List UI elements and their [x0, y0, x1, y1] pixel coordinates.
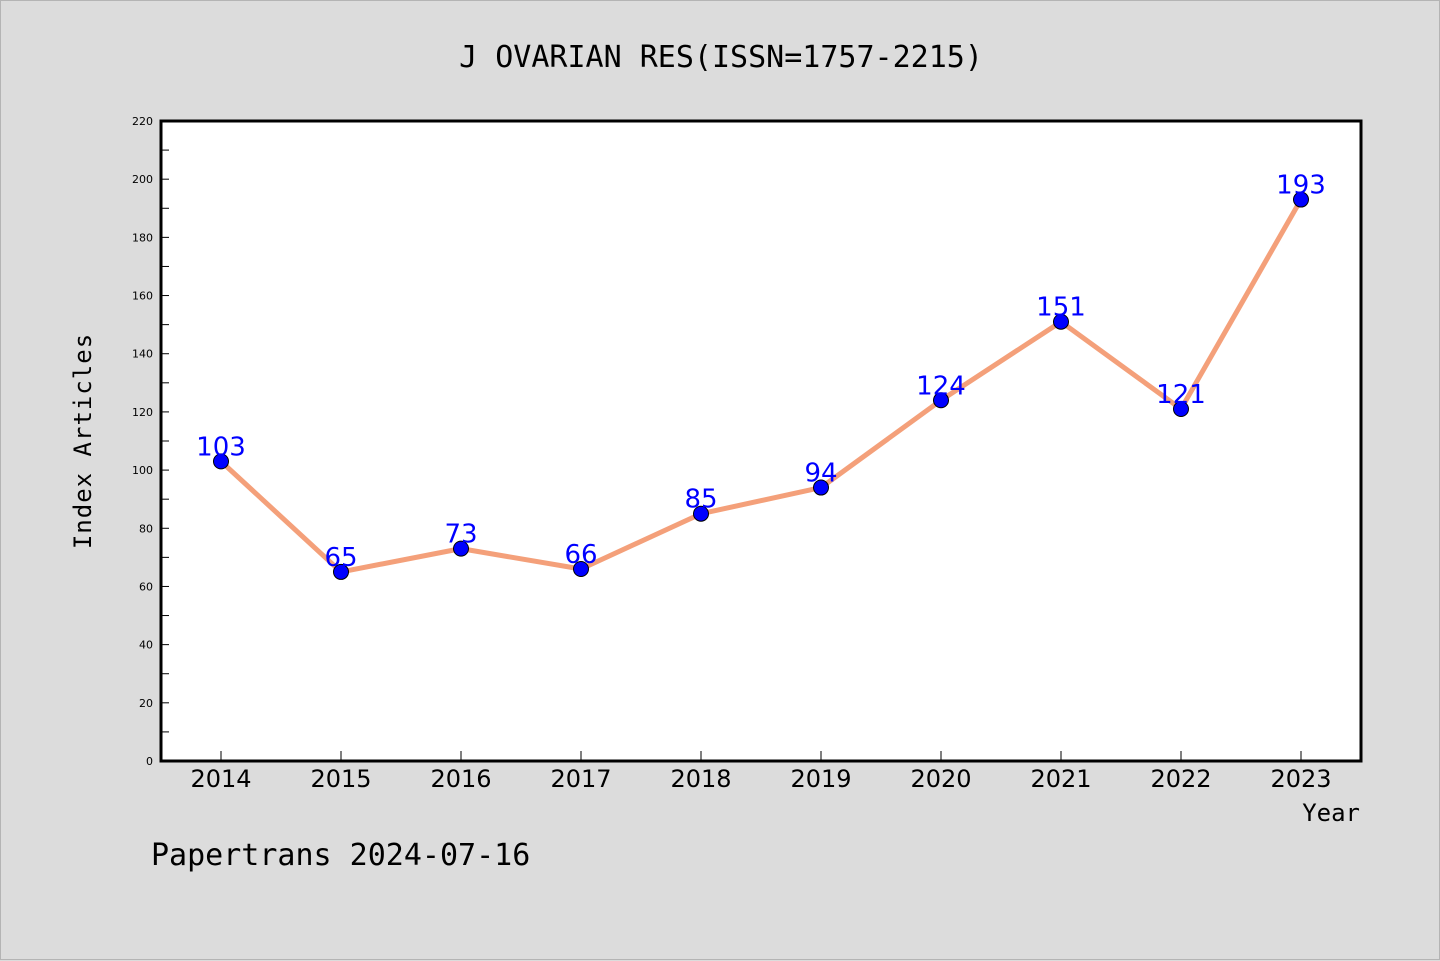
y-tick-label: 80	[139, 522, 153, 535]
footer-text: Papertrans 2024-07-16	[151, 838, 530, 873]
data-label: 66	[564, 540, 597, 570]
y-tick-label: 140	[132, 348, 153, 361]
x-tick-label: 2016	[430, 765, 491, 793]
data-label: 121	[1156, 380, 1206, 410]
data-point	[813, 479, 829, 496]
y-tick-label: 160	[132, 290, 153, 303]
y-tick-label: 20	[139, 697, 153, 710]
x-tick-label: 2017	[550, 765, 611, 793]
data-label: 103	[196, 432, 246, 462]
x-tick-label: 2015	[310, 765, 371, 793]
y-tick-label: 40	[139, 639, 153, 652]
data-label: 73	[444, 520, 477, 550]
data-label: 151	[1036, 293, 1086, 323]
data-point	[333, 563, 349, 580]
data-point	[933, 392, 949, 409]
x-tick-label: 2018	[670, 765, 731, 793]
data-labels: 103 65 73 66 85 94 124 151 121 193	[196, 171, 1326, 573]
y-tick-label: 60	[139, 580, 153, 593]
data-point	[693, 505, 709, 522]
x-tick-label: 2014	[190, 765, 251, 793]
y-tick-label: 200	[132, 173, 153, 186]
plot-area	[161, 121, 1361, 761]
x-tick-label: 2022	[1150, 765, 1211, 793]
y-axis-label: Index Articles	[69, 333, 97, 549]
chart-title: J OVARIAN RES(ISSN=1757-2215)	[459, 40, 983, 75]
x-axis-label: Year	[1302, 799, 1360, 827]
data-point	[1053, 313, 1069, 330]
x-tick-label: 2023	[1270, 765, 1331, 793]
y-tick-label: 0	[146, 755, 153, 768]
y-tick-label: 100	[132, 464, 153, 477]
y-tick-label: 180	[132, 231, 153, 244]
data-label: 94	[804, 459, 837, 489]
data-point	[573, 561, 589, 577]
x-tick-label: 2020	[910, 765, 971, 793]
x-tick-label: 2019	[790, 765, 851, 793]
data-point	[1293, 191, 1309, 208]
y-tick-label: 120	[132, 406, 153, 419]
x-tick-label: 2021	[1030, 765, 1091, 793]
data-label: 124	[916, 371, 966, 401]
data-label: 85	[684, 485, 717, 515]
data-label: 65	[324, 543, 357, 573]
data-markers	[213, 191, 1309, 580]
y-tick-label: 220	[132, 115, 153, 128]
data-point	[213, 453, 229, 470]
plot-border	[159, 119, 1363, 763]
series-line	[218, 197, 1304, 575]
data-point	[1173, 401, 1189, 417]
data-point	[453, 540, 469, 557]
data-label: 193	[1276, 171, 1326, 201]
x-axis-ticks: 2014 2015 2016 2017 2018 2019 2020 2021 2022 2023	[190, 751, 1332, 793]
